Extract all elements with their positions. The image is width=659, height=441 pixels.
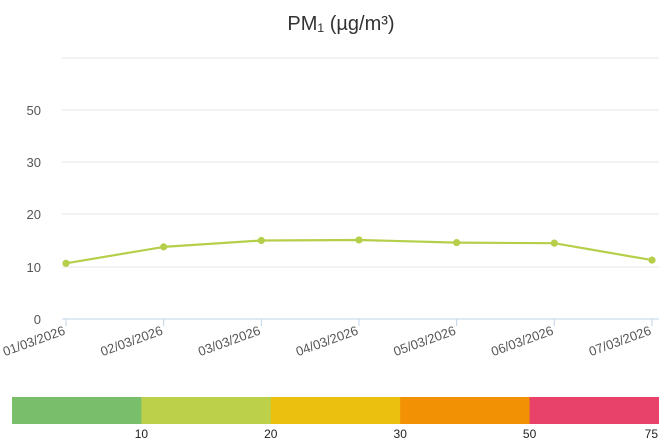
x-tick-label: 06/03/2026 [489, 323, 555, 359]
x-axis [62, 318, 659, 326]
scale-segment [270, 397, 401, 424]
y-tick-label: 0 [34, 312, 41, 327]
scale-label: 75 [645, 427, 659, 441]
color-scale-legend: 10 20 30 50 75 [12, 397, 659, 441]
x-tick-label: 04/03/2026 [294, 323, 360, 359]
data-point [550, 239, 558, 247]
scale-segment [400, 397, 531, 424]
chart-title: PM₁ (µg/m³) [287, 13, 394, 35]
x-axis-ticks: 01/03/2026 02/03/2026 03/03/2026 04/03/2026… [1, 323, 653, 359]
data-point [257, 236, 265, 245]
y-tick-label: 20 [27, 207, 41, 222]
series-layer [62, 236, 656, 267]
data-point [62, 259, 70, 267]
x-tick-label: 03/03/2026 [196, 323, 262, 359]
data-point [648, 256, 656, 264]
x-tick-label: 05/03/2026 [391, 323, 457, 359]
x-tick-label: 01/03/2026 [1, 323, 67, 359]
scale-segment [141, 397, 272, 424]
y-tick-label: 10 [27, 260, 41, 275]
scale-label: 10 [135, 427, 149, 441]
scale-label: 30 [394, 427, 408, 441]
data-point [453, 239, 461, 247]
scale-segment [529, 397, 659, 424]
grid-lines [62, 57, 659, 268]
data-point [355, 236, 363, 244]
data-point [160, 243, 168, 251]
scale-segment [12, 397, 142, 424]
x-tick-label: 07/03/2026 [587, 323, 653, 359]
y-axis-ticks: 0 10 20 30 50 [27, 103, 41, 327]
y-tick-label: 50 [27, 103, 41, 118]
y-tick-label: 30 [27, 155, 41, 170]
scale-label: 50 [523, 427, 537, 441]
x-tick-label: 02/03/2026 [98, 323, 164, 359]
scale-label: 20 [264, 427, 278, 441]
